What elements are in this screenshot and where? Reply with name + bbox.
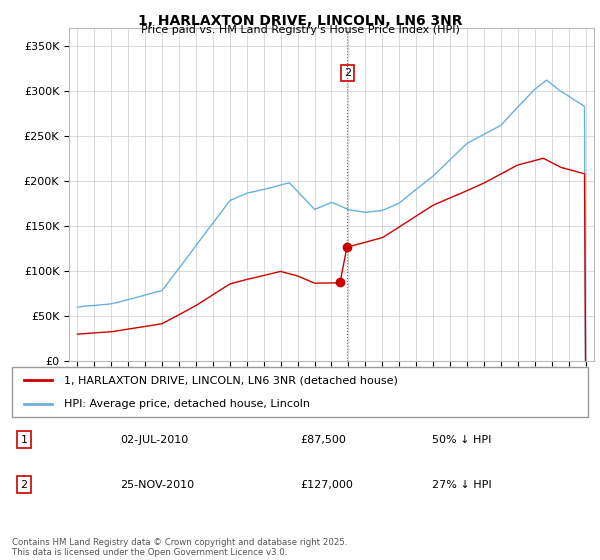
- FancyBboxPatch shape: [12, 367, 588, 417]
- Text: Price paid vs. HM Land Registry's House Price Index (HPI): Price paid vs. HM Land Registry's House …: [140, 25, 460, 35]
- Text: £87,500: £87,500: [300, 435, 346, 445]
- Text: 1: 1: [20, 435, 28, 445]
- Text: 1, HARLAXTON DRIVE, LINCOLN, LN6 3NR: 1, HARLAXTON DRIVE, LINCOLN, LN6 3NR: [138, 14, 462, 28]
- Text: 25-NOV-2010: 25-NOV-2010: [120, 479, 194, 489]
- Text: Contains HM Land Registry data © Crown copyright and database right 2025.
This d: Contains HM Land Registry data © Crown c…: [12, 538, 347, 557]
- Text: 02-JUL-2010: 02-JUL-2010: [120, 435, 188, 445]
- Text: 50% ↓ HPI: 50% ↓ HPI: [432, 435, 491, 445]
- Text: 2: 2: [20, 479, 28, 489]
- Text: 2: 2: [344, 68, 351, 78]
- Text: HPI: Average price, detached house, Lincoln: HPI: Average price, detached house, Linc…: [64, 399, 310, 409]
- Text: 1, HARLAXTON DRIVE, LINCOLN, LN6 3NR (detached house): 1, HARLAXTON DRIVE, LINCOLN, LN6 3NR (de…: [64, 375, 398, 385]
- Text: 27% ↓ HPI: 27% ↓ HPI: [432, 479, 491, 489]
- Text: £127,000: £127,000: [300, 479, 353, 489]
